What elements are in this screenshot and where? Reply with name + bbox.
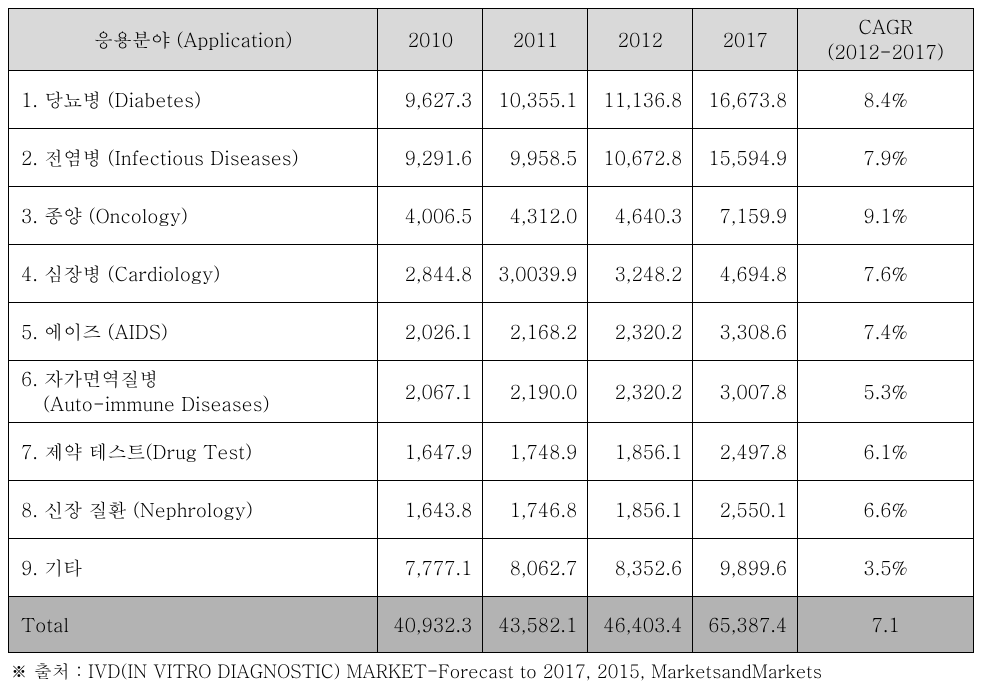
cell-2011: 1,748.9 bbox=[483, 423, 588, 481]
table-row: 4. 심장병 (Cardiology) 2,844.8 3,0039.9 3,2… bbox=[9, 245, 974, 303]
cell-2011: 2,190.0 bbox=[483, 361, 588, 423]
cell-2010: 7,777.1 bbox=[378, 539, 483, 597]
total-2017: 65,387.4 bbox=[693, 597, 798, 653]
total-label: Total bbox=[9, 597, 378, 653]
cell-2017: 2,497.8 bbox=[693, 423, 798, 481]
cell-2012: 2,320.2 bbox=[588, 303, 693, 361]
source-footnote: ※ 출처 : IVD(IN VITRO DIAGNOSTIC) MARKET-F… bbox=[8, 659, 974, 684]
cell-2017: 3,007.8 bbox=[693, 361, 798, 423]
cell-cagr: 6.1% bbox=[798, 423, 974, 481]
cell-2017: 15,594.9 bbox=[693, 129, 798, 187]
cell-2011: 3,0039.9 bbox=[483, 245, 588, 303]
table-row: 3. 종양 (Oncology) 4,006.5 4,312.0 4,640.3… bbox=[9, 187, 974, 245]
ivd-market-table: 응용분야 (Application) 2010 2011 2012 2017 C… bbox=[8, 8, 974, 653]
cell-cagr: 6.6% bbox=[798, 481, 974, 539]
cell-2012: 4,640.3 bbox=[588, 187, 693, 245]
cell-2010: 1,643.8 bbox=[378, 481, 483, 539]
cell-cagr: 3.5% bbox=[798, 539, 974, 597]
row-label: 2. 전염병 (Infectious Diseases) bbox=[9, 129, 378, 187]
cell-2017: 3,308.6 bbox=[693, 303, 798, 361]
col-header-cagr: CAGR (2012-2017) bbox=[798, 9, 974, 71]
cell-2010: 9,291.6 bbox=[378, 129, 483, 187]
total-2012: 46,403.4 bbox=[588, 597, 693, 653]
col-header-application: 응용분야 (Application) bbox=[9, 9, 378, 71]
total-2011: 43,582.1 bbox=[483, 597, 588, 653]
row-label: 7. 제약 테스트(Drug Test) bbox=[9, 423, 378, 481]
table-row: 9. 기타 7,777.1 8,062.7 8,352.6 9,899.6 3.… bbox=[9, 539, 974, 597]
cell-2011: 9,958.5 bbox=[483, 129, 588, 187]
row-label-line1: 6. 자가면역질병 bbox=[21, 365, 158, 392]
cell-cagr: 9.1% bbox=[798, 187, 974, 245]
row-label: 3. 종양 (Oncology) bbox=[9, 187, 378, 245]
table-row: 6. 자가면역질병 (Auto-immune Diseases) 2,067.1… bbox=[9, 361, 974, 423]
ivd-market-table-container: 응용분야 (Application) 2010 2011 2012 2017 C… bbox=[8, 8, 974, 684]
table-row: 7. 제약 테스트(Drug Test) 1,647.9 1,748.9 1,8… bbox=[9, 423, 974, 481]
row-label-line2: (Auto-immune Diseases) bbox=[21, 392, 377, 417]
cell-2010: 4,006.5 bbox=[378, 187, 483, 245]
cell-2012: 3,248.2 bbox=[588, 245, 693, 303]
cell-2017: 2,550.1 bbox=[693, 481, 798, 539]
cell-2011: 4,312.0 bbox=[483, 187, 588, 245]
row-label: 5. 에이즈 (AIDS) bbox=[9, 303, 378, 361]
cell-cagr: 7.9% bbox=[798, 129, 974, 187]
row-label: 6. 자가면역질병 (Auto-immune Diseases) bbox=[9, 361, 378, 423]
row-label: 4. 심장병 (Cardiology) bbox=[9, 245, 378, 303]
cell-2010: 2,067.1 bbox=[378, 361, 483, 423]
cell-2012: 10,672.8 bbox=[588, 129, 693, 187]
table-row: 1. 당뇨병 (Diabetes) 9,627.3 10,355.1 11,13… bbox=[9, 71, 974, 129]
table-row: 2. 전염병 (Infectious Diseases) 9,291.6 9,9… bbox=[9, 129, 974, 187]
cell-cagr: 5.3% bbox=[798, 361, 974, 423]
cell-2012: 1,856.1 bbox=[588, 481, 693, 539]
col-header-2012: 2012 bbox=[588, 9, 693, 71]
cell-cagr: 7.4% bbox=[798, 303, 974, 361]
row-label: 8. 신장 질환 (Nephrology) bbox=[9, 481, 378, 539]
table-header-row: 응용분야 (Application) 2010 2011 2012 2017 C… bbox=[9, 9, 974, 71]
cell-2017: 16,673.8 bbox=[693, 71, 798, 129]
cell-cagr: 8.4% bbox=[798, 71, 974, 129]
total-cagr: 7.1 bbox=[798, 597, 974, 653]
cell-2010: 2,026.1 bbox=[378, 303, 483, 361]
cagr-label-line2: (2012-2017) bbox=[827, 38, 944, 65]
table-body: 1. 당뇨병 (Diabetes) 9,627.3 10,355.1 11,13… bbox=[9, 71, 974, 653]
cell-2017: 9,899.6 bbox=[693, 539, 798, 597]
table-row: 8. 신장 질환 (Nephrology) 1,643.8 1,746.8 1,… bbox=[9, 481, 974, 539]
col-header-2017: 2017 bbox=[693, 9, 798, 71]
cell-2010: 9,627.3 bbox=[378, 71, 483, 129]
cell-cagr: 7.6% bbox=[798, 245, 974, 303]
table-row: 5. 에이즈 (AIDS) 2,026.1 2,168.2 2,320.2 3,… bbox=[9, 303, 974, 361]
total-row: Total 40,932.3 43,582.1 46,403.4 65,387.… bbox=[9, 597, 974, 653]
total-2010: 40,932.3 bbox=[378, 597, 483, 653]
cell-2012: 8,352.6 bbox=[588, 539, 693, 597]
cell-2011: 8,062.7 bbox=[483, 539, 588, 597]
cagr-label-line1: CAGR bbox=[858, 13, 912, 40]
col-header-2010: 2010 bbox=[378, 9, 483, 71]
cell-2012: 2,320.2 bbox=[588, 361, 693, 423]
cell-2010: 2,844.8 bbox=[378, 245, 483, 303]
cell-2011: 1,746.8 bbox=[483, 481, 588, 539]
cell-2012: 1,856.1 bbox=[588, 423, 693, 481]
cell-2010: 1,647.9 bbox=[378, 423, 483, 481]
cell-2012: 11,136.8 bbox=[588, 71, 693, 129]
cell-2017: 7,159.9 bbox=[693, 187, 798, 245]
col-header-2011: 2011 bbox=[483, 9, 588, 71]
row-label: 1. 당뇨병 (Diabetes) bbox=[9, 71, 378, 129]
cell-2011: 10,355.1 bbox=[483, 71, 588, 129]
row-label: 9. 기타 bbox=[9, 539, 378, 597]
cell-2011: 2,168.2 bbox=[483, 303, 588, 361]
cell-2017: 4,694.8 bbox=[693, 245, 798, 303]
